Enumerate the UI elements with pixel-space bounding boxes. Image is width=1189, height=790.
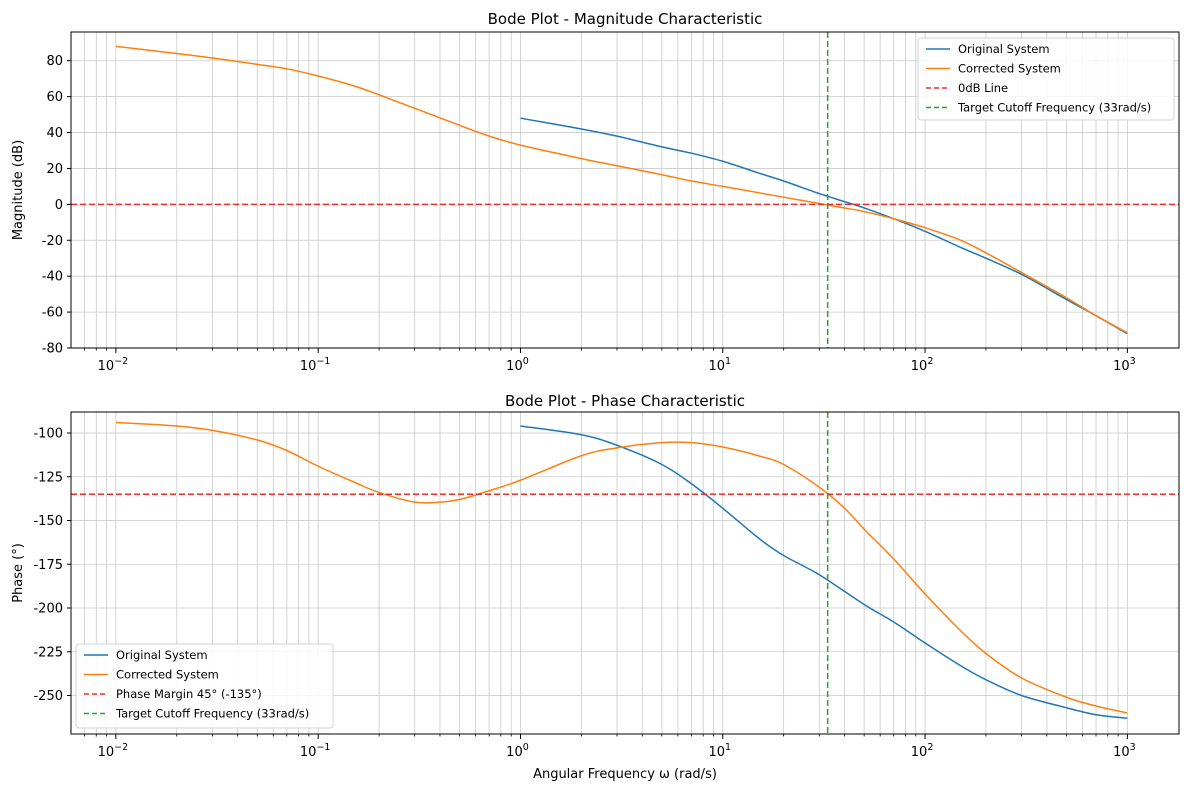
- y-tick-label: -225: [33, 645, 63, 660]
- x-tick-label: 10−1: [300, 356, 331, 374]
- x-tick-label: 103: [1113, 742, 1136, 760]
- legend-label: 0dB Line: [958, 81, 1008, 95]
- legend-label: Corrected System: [116, 668, 219, 682]
- y-tick-label: 0: [55, 198, 63, 213]
- legend-box: [75, 643, 334, 729]
- x-tick-label: 101: [708, 356, 731, 374]
- phase-y-axis-label: Phase (°): [11, 543, 26, 603]
- x-tick-label: 10−2: [98, 742, 129, 760]
- x-tick-label: 100: [506, 742, 529, 760]
- y-tick-label: -60: [42, 306, 63, 321]
- phase-legend: Original System Corrected System Phase Mar…: [75, 643, 334, 729]
- legend-label: Original System: [116, 648, 208, 662]
- magnitude-grid: [71, 32, 1179, 349]
- y-tick-label: 80: [46, 54, 63, 69]
- legend-label: Original System: [958, 42, 1050, 56]
- magnitude-series-original-system: [520, 117, 1128, 335]
- legend-box: [917, 37, 1175, 121]
- x-tick-label: 103: [1113, 356, 1136, 374]
- magnitude-axes-frame: [70, 31, 1180, 349]
- y-tick-label: 40: [46, 126, 63, 141]
- phase-series-original-system: [520, 425, 1128, 719]
- y-tick-label: -40: [42, 270, 63, 285]
- phase-plot: -250 -225 -200 -175 -150 -125 -100 10−2 10−1 100 1…: [11, 392, 1180, 782]
- magnitude-legend: Original System Corrected System 0dB Line T…: [917, 37, 1175, 121]
- x-tick-label: 101: [708, 742, 731, 760]
- magnitude-title: Bode Plot - Magnitude Characteristic: [488, 10, 763, 28]
- legend-label: Corrected System: [958, 62, 1061, 76]
- y-tick-label: -250: [33, 689, 63, 704]
- magnitude-y-axis-label: Magnitude (dB): [11, 140, 26, 240]
- phase-series-corrected-system: [115, 421, 1128, 714]
- phase-axes-frame: [70, 411, 1180, 735]
- legend-label: Target Cutoff Frequency (33rad/s): [957, 101, 1151, 115]
- y-tick-label: -20: [42, 234, 63, 249]
- y-tick-label: -125: [33, 470, 63, 485]
- legend-label: Phase Margin 45° (-135°): [116, 687, 262, 701]
- x-tick-label: 10−2: [98, 356, 129, 374]
- legend-label: Target Cutoff Frequency (33rad/s): [115, 707, 309, 721]
- x-tick-label: 10−1: [300, 742, 331, 760]
- y-tick-label: 60: [46, 90, 63, 105]
- y-tick-label: -175: [33, 558, 63, 573]
- y-tick-label: 20: [46, 162, 63, 177]
- magnitude-series-corrected-system: [115, 45, 1128, 334]
- x-tick-label: 100: [506, 356, 529, 374]
- x-tick-label: 102: [911, 742, 934, 760]
- phase-title: Bode Plot - Phase Characteristic: [505, 392, 745, 410]
- phase-x-axis-label: Angular Frequency ω (rad/s): [533, 767, 717, 782]
- magnitude-plot: -80 -60 -40 -20 0 20 40 60 80 10−2 10−1 100 101 102 10…: [11, 10, 1180, 374]
- y-tick-label: -100: [33, 427, 63, 442]
- y-tick-label: -80: [42, 342, 63, 357]
- y-tick-label: -200: [33, 602, 63, 617]
- x-tick-label: 102: [911, 356, 934, 374]
- y-tick-label: -150: [33, 514, 63, 529]
